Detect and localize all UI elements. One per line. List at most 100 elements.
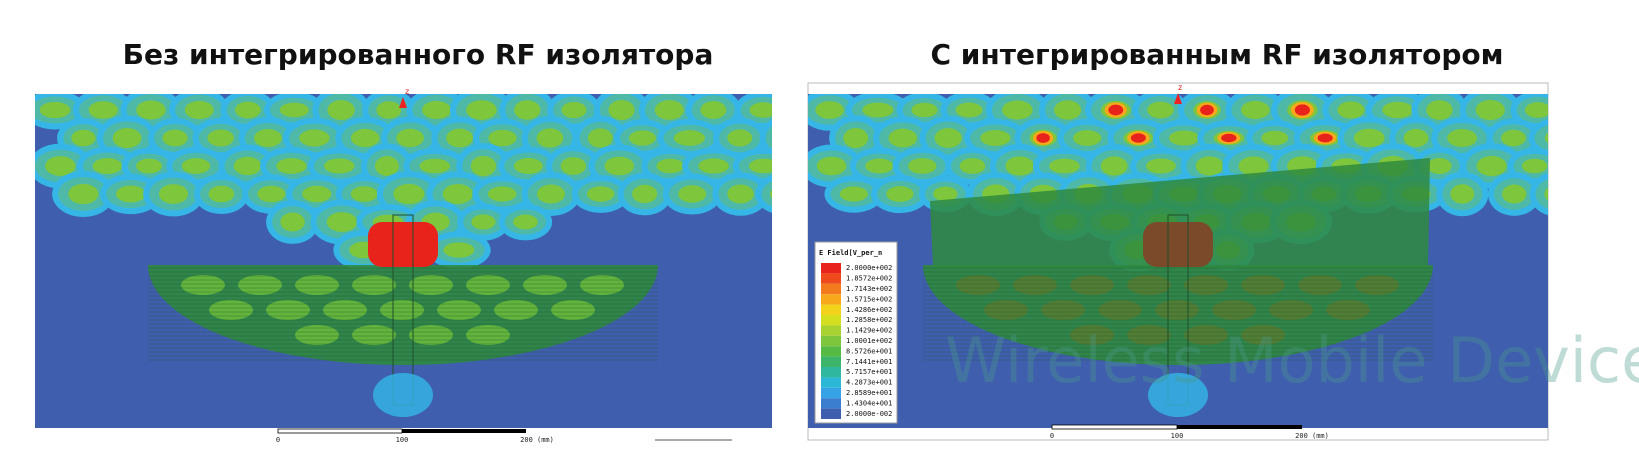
- legend-swatch: [821, 408, 841, 419]
- field-blob: [816, 156, 847, 176]
- field-blob: [865, 158, 894, 174]
- hot-spot: [1200, 104, 1214, 116]
- scale-bar: [277, 424, 1302, 441]
- field-blob: [536, 184, 565, 204]
- field-blob: [959, 158, 986, 174]
- field-blob: [536, 128, 564, 148]
- field-blob: [45, 156, 76, 176]
- field-blob: [446, 128, 474, 148]
- field-blob: [442, 184, 473, 204]
- legend-label: 1.4304e+001: [846, 399, 892, 407]
- panel-title: Без интегрированного RF изолятора: [123, 38, 714, 71]
- field-blob: [1450, 184, 1475, 204]
- legend-label: 7.1441e+001: [846, 358, 892, 366]
- field-blob: [886, 186, 914, 202]
- field-blob: [1475, 99, 1505, 121]
- field-blob: [1049, 158, 1080, 174]
- field-blob: [254, 128, 282, 148]
- field-blob: [136, 100, 166, 120]
- field-blob: [88, 101, 118, 119]
- field-blob: [280, 212, 305, 232]
- field-blob: [514, 100, 541, 120]
- field-blob: [700, 101, 727, 119]
- field-blob: [235, 101, 261, 119]
- field-blob: [1544, 132, 1548, 144]
- axis-label: z: [1178, 83, 1182, 92]
- field-blob: [1337, 101, 1365, 119]
- field-blob: [934, 128, 962, 148]
- legend-label: 1.0001e+002: [846, 337, 892, 345]
- field-blob: [158, 184, 189, 204]
- field-blob: [419, 158, 451, 174]
- field-blob: [727, 184, 754, 204]
- field-blob: [1098, 300, 1142, 320]
- field-blob: [162, 129, 188, 147]
- field-blob: [1534, 125, 1548, 151]
- field-blob: [1269, 300, 1313, 320]
- field-blob: [112, 128, 142, 148]
- field-blob: [1054, 100, 1082, 120]
- legend-label: 5.7157e+001: [846, 368, 892, 376]
- field-blob: [1382, 101, 1414, 119]
- field-blob: [299, 129, 330, 147]
- field-blob: [323, 300, 367, 320]
- field-blob: [1148, 373, 1208, 417]
- axis-marker: [1174, 93, 1182, 104]
- field-blob: [765, 126, 772, 150]
- field-blob: [654, 100, 684, 120]
- field-blob: [749, 102, 772, 118]
- field-blob: [380, 300, 424, 320]
- field-blob: [955, 102, 983, 118]
- field-blob: [68, 183, 99, 205]
- field-blob: [208, 185, 235, 203]
- field-blob: [443, 242, 475, 258]
- field-blob: [276, 158, 307, 174]
- field-blob: [279, 102, 309, 118]
- legend-swatch: [821, 346, 841, 357]
- field-blob: [770, 189, 772, 199]
- field-blob: [350, 186, 378, 202]
- legend-swatch: [821, 377, 841, 388]
- field-blob: [471, 214, 496, 230]
- field-left: [35, 94, 772, 417]
- legend-swatch: [821, 315, 841, 326]
- legend-label: 2.0000e+002: [846, 264, 892, 272]
- panel-title: С интегрированным RF изолятором: [931, 38, 1504, 71]
- hot-spot: [1221, 133, 1237, 143]
- field-blob: [136, 158, 162, 174]
- field-blob: [266, 300, 310, 320]
- scale-label: 0: [276, 436, 280, 444]
- field-blob: [698, 158, 729, 174]
- hot-spot: [1130, 133, 1146, 143]
- scale-label: 0: [1050, 432, 1054, 440]
- field-blob: [488, 129, 517, 147]
- legend-title: E Field[V_per_n: [819, 249, 882, 257]
- field-blob: [1146, 158, 1176, 174]
- field-blob: [551, 300, 595, 320]
- field-blob: [1212, 300, 1256, 320]
- field-blob: [207, 129, 235, 147]
- legend-label: 2.0000e-002: [846, 410, 892, 418]
- legend-label: 1.1429e+002: [846, 327, 892, 335]
- field-blob: [1195, 156, 1224, 176]
- legend-swatch: [821, 325, 841, 336]
- field-blob: [911, 102, 938, 118]
- field-blob: [487, 186, 517, 202]
- field-blob: [604, 156, 635, 176]
- field-blob: [560, 157, 587, 175]
- field-blob: [1240, 100, 1270, 120]
- field-blob: [396, 128, 424, 148]
- hot-spot: [1317, 133, 1333, 143]
- field-blob: [494, 300, 538, 320]
- field-blob: [629, 130, 656, 146]
- legend-swatch: [821, 263, 841, 274]
- legend-swatch: [821, 367, 841, 378]
- field-blob: [727, 129, 753, 147]
- field-blob: [374, 156, 399, 176]
- axis-marker: [399, 97, 407, 108]
- field-blob: [326, 212, 358, 232]
- field-blob: [1326, 300, 1370, 320]
- field-blob: [761, 181, 772, 207]
- field-blob: [843, 128, 869, 148]
